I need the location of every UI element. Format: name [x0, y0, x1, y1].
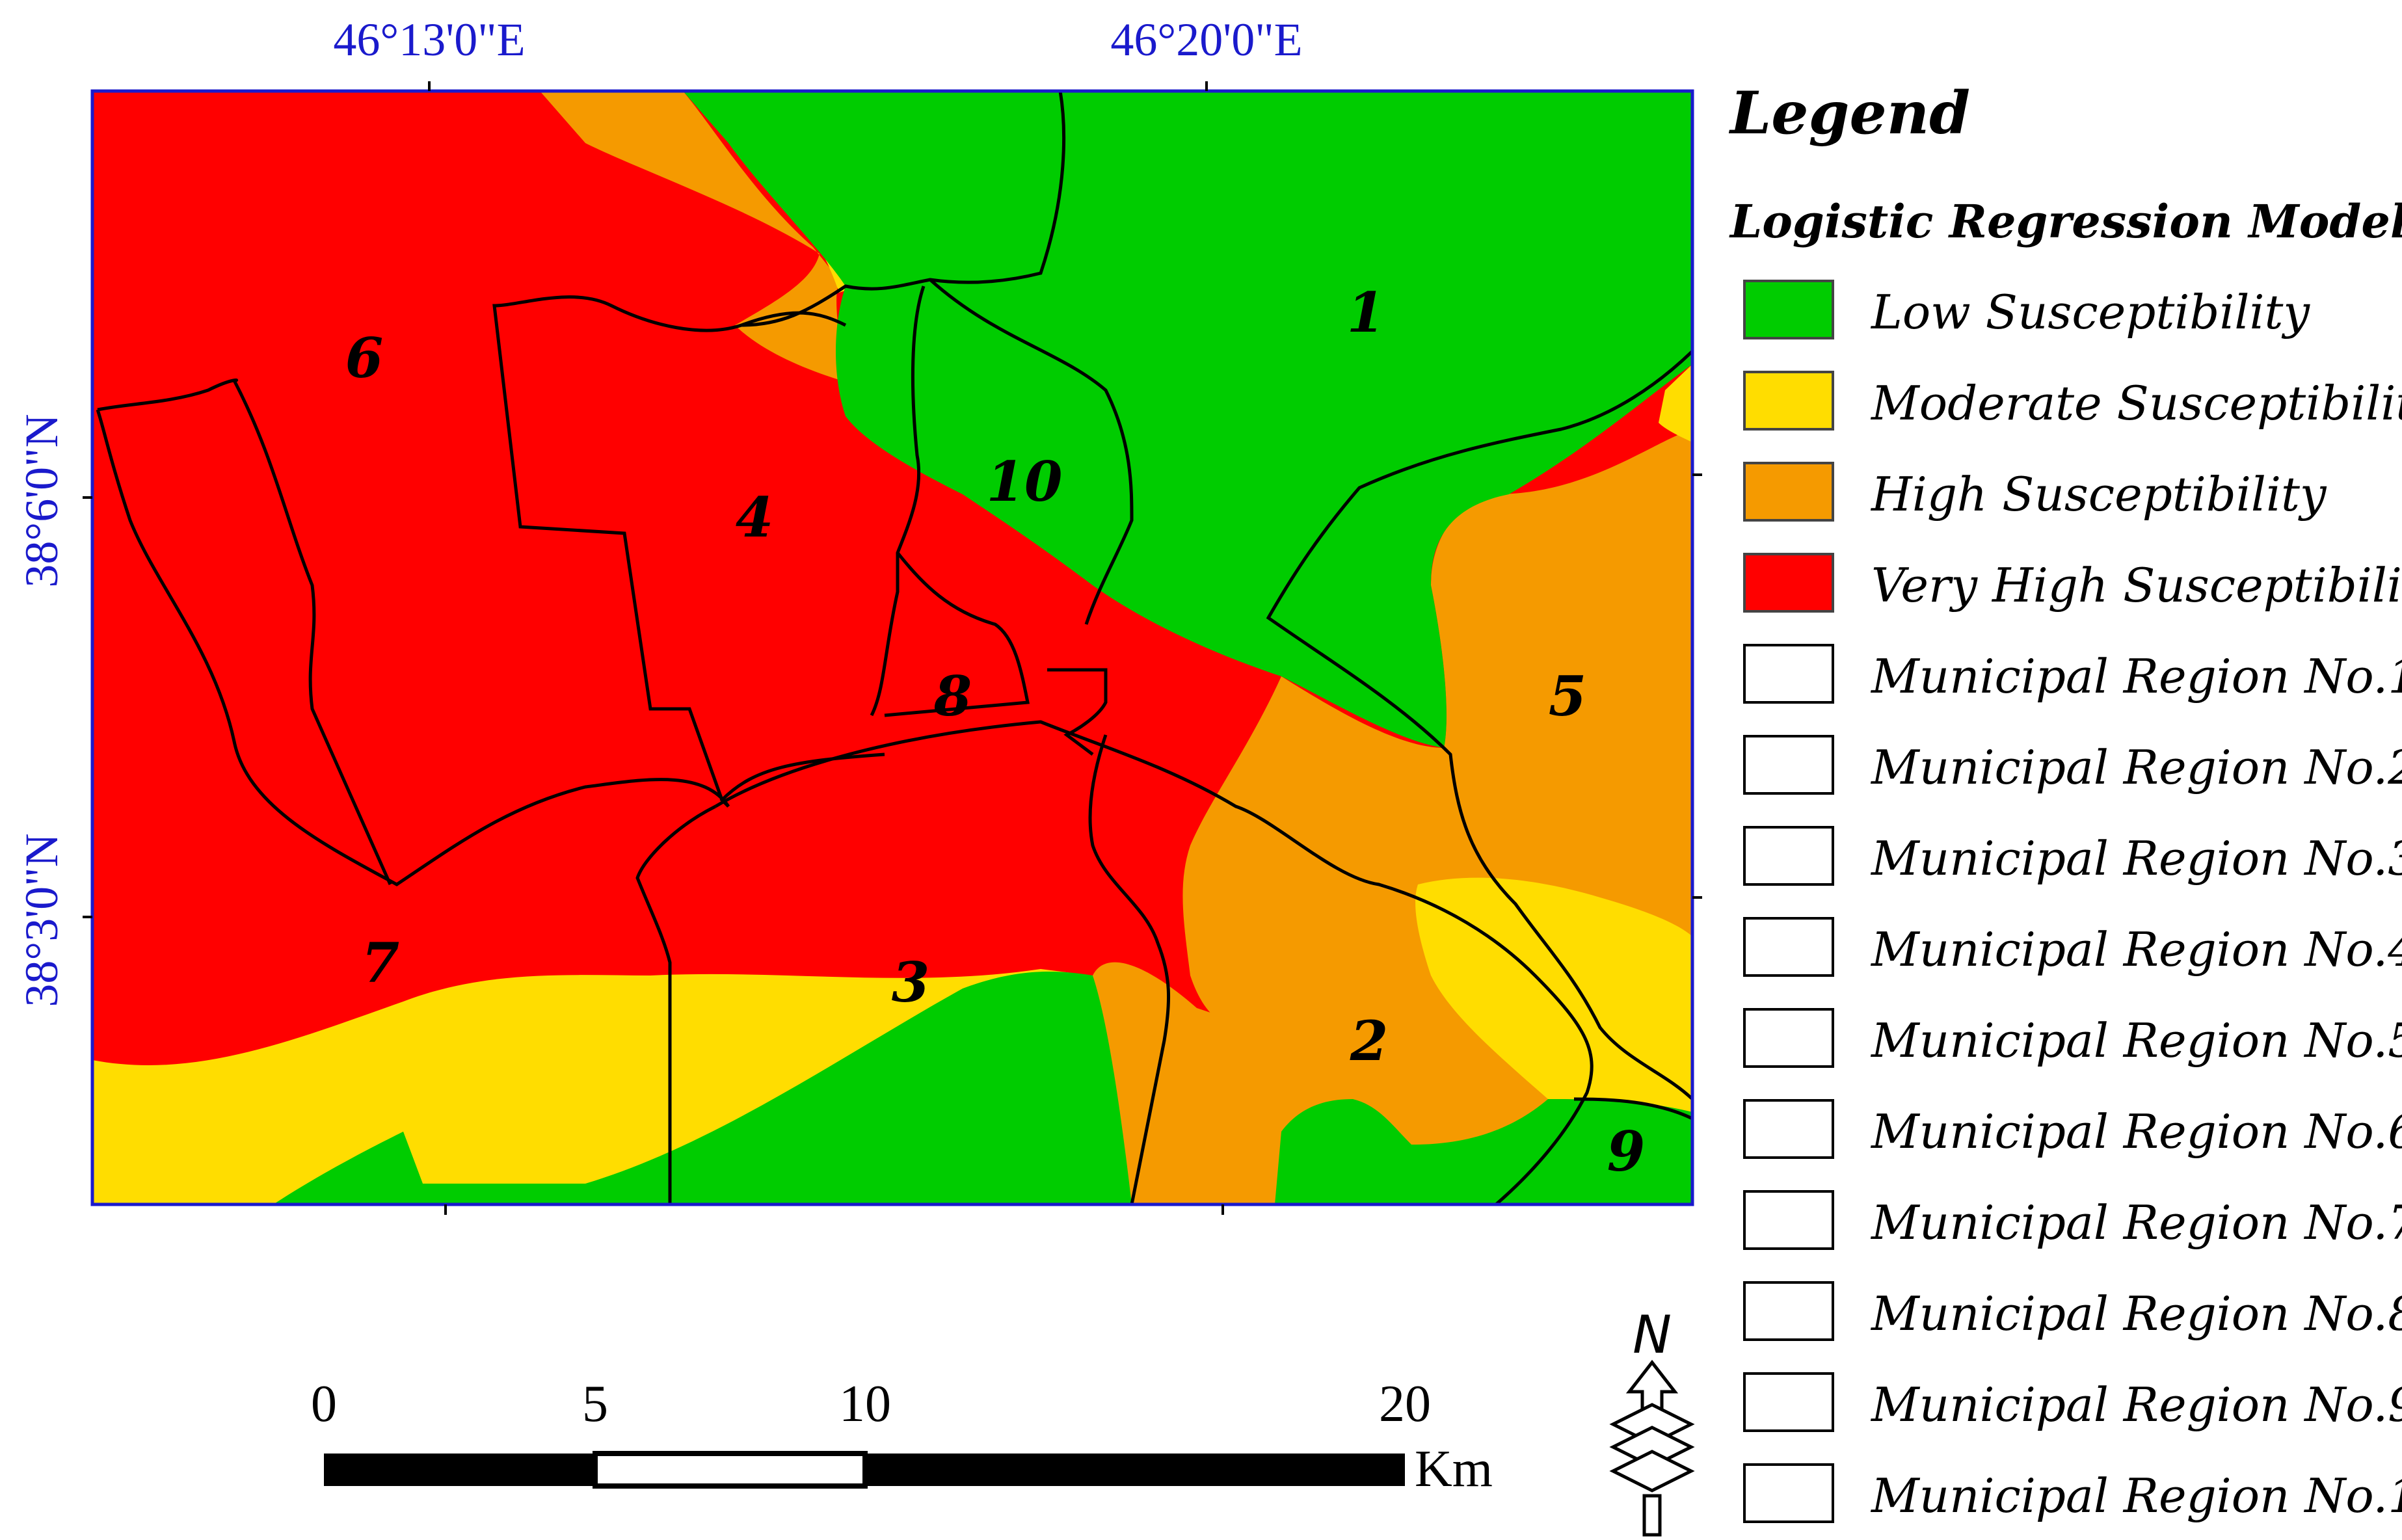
- legend: Legend Logistic Regression Model Low Sus…: [1728, 79, 2402, 1523]
- lat-label-north: 38°6'0"N: [16, 414, 68, 587]
- legend-swatch-region: [1743, 1372, 1834, 1432]
- boundary-line: [492, 295, 847, 801]
- zone-low-south: [273, 972, 1132, 1204]
- graticule-ticks: [83, 81, 1702, 1215]
- lon-label-east: 46°20'0"E: [1110, 14, 1302, 66]
- legend-swatch-very-high: [1743, 553, 1834, 613]
- boundary-line: [1573, 1097, 1692, 1121]
- legend-label-region: Municipal Region No.1: [1870, 649, 2402, 704]
- legend-label-region: Municipal Region No.5: [1870, 1013, 2402, 1068]
- lat-label-south: 38°3'0"N: [16, 833, 68, 1007]
- region-label-4: 4: [736, 485, 773, 550]
- legend-subtitle: Logistic Regression Model: [1729, 194, 2402, 248]
- north-arrow-icon: N: [1609, 1305, 1695, 1537]
- boundary-line: [635, 804, 717, 1204]
- scale-tick-label: 10: [839, 1375, 891, 1433]
- legend-label-very-high: Very High Susceptibility: [1871, 558, 2402, 613]
- boundary-line: [741, 91, 1066, 327]
- legend-swatch-region: [1743, 1008, 1834, 1068]
- legend-label-region: Municipal Region No.2: [1870, 740, 2402, 795]
- legend-label-region: Municipal Region No.6: [1870, 1104, 2402, 1159]
- scale-segment-2: [593, 1451, 868, 1489]
- legend-swatch-high: [1743, 462, 1834, 522]
- legend-label-region: Municipal Region No.10: [1870, 1468, 2402, 1523]
- legend-label-low: Low Susceptibility: [1870, 285, 2310, 339]
- zone-high-north: [540, 91, 852, 384]
- scale-segment-3: [865, 1454, 1405, 1486]
- scale-bar: 0 5 10 20 Km: [311, 1375, 1493, 1498]
- north-arrow-stem: [1642, 1494, 1662, 1537]
- scale-unit: Km: [1415, 1440, 1493, 1498]
- zone-moderate-ne: [1659, 364, 1692, 442]
- boundary-line: [1266, 350, 1692, 1100]
- boundary-line: [232, 379, 392, 886]
- region-label-3: 3: [892, 950, 929, 1015]
- legend-label-region: Municipal Region No.9: [1870, 1377, 2402, 1432]
- scale-tick-label: 20: [1379, 1375, 1431, 1433]
- scale-segment-1: [324, 1454, 595, 1486]
- legend-title: Legend: [1728, 79, 1970, 148]
- boundary-line: [929, 278, 1134, 625]
- boundary-line: [96, 409, 885, 886]
- north-label: N: [1633, 1305, 1672, 1365]
- municipal-boundaries: [96, 91, 1692, 1204]
- boundary-line: [870, 285, 926, 717]
- legend-label-moderate: Moderate Susceptibility: [1870, 376, 2402, 431]
- boundary-line: [884, 551, 1030, 717]
- legend-label-region: Municipal Region No.4: [1870, 922, 2402, 977]
- legend-swatch-region: [1743, 1099, 1834, 1159]
- map-frame: [92, 91, 1692, 1204]
- legend-swatch-low: [1743, 280, 1834, 339]
- legend-swatch-region: [1743, 826, 1834, 886]
- region-label-6: 6: [345, 326, 383, 390]
- legend-swatch-region: [1743, 1463, 1834, 1523]
- boundary-line: [1088, 734, 1171, 1204]
- region-label-2: 2: [1350, 1009, 1388, 1073]
- north-arrow-layer: [1609, 1450, 1695, 1493]
- lon-label-west: 46°13'0"E: [333, 14, 525, 66]
- legend-label-region: Municipal Region No.8: [1870, 1286, 2402, 1341]
- legend-swatch-region: [1743, 1281, 1834, 1341]
- legend-label-region: Municipal Region No.3: [1870, 831, 2402, 886]
- region-label-9: 9: [1607, 1119, 1645, 1184]
- zone-low-north: [683, 91, 1692, 748]
- legend-swatch-region: [1743, 735, 1834, 795]
- legend-label-region: Municipal Region No.7: [1870, 1195, 2402, 1250]
- legend-swatch-region: [1743, 1190, 1834, 1250]
- legend-swatch-moderate: [1743, 371, 1834, 431]
- map-border: [90, 89, 1694, 1206]
- legend-label-high: High Susceptibility: [1870, 467, 2327, 522]
- zone-low-southeast: [1275, 1099, 1692, 1204]
- region-label-5: 5: [1549, 664, 1586, 728]
- legend-swatch-region: [1743, 644, 1834, 704]
- scale-tick-label: 5: [582, 1375, 608, 1433]
- boundary-line: [714, 720, 1594, 1204]
- region-label-10: 10: [987, 449, 1063, 514]
- region-label-7: 7: [362, 931, 399, 995]
- region-label-1: 1: [1347, 280, 1385, 345]
- region-label-8: 8: [933, 664, 972, 728]
- legend-swatch-region: [1743, 917, 1834, 977]
- scale-tick-label: 0: [311, 1375, 337, 1433]
